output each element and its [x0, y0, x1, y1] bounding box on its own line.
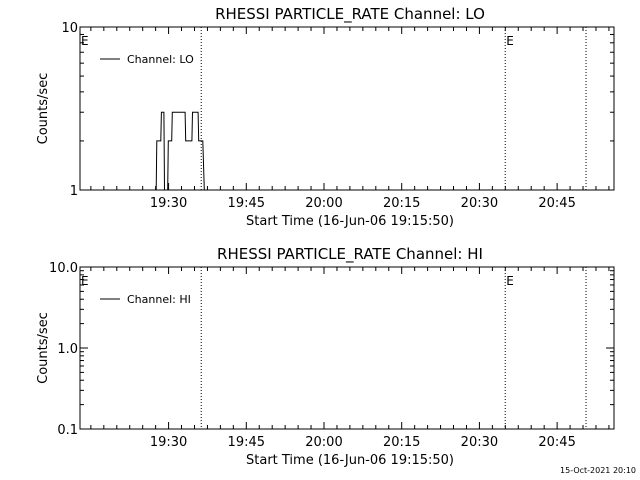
- x-axis-label: Start Time (16-Jun-06 19:15:50): [246, 214, 454, 229]
- x-tick-label: 20:45: [538, 435, 575, 450]
- chart-title: RHESSI PARTICLE_RATE Channel: HI: [217, 245, 483, 264]
- x-tick-label: 20:15: [383, 435, 420, 450]
- y-tick-label: 0.1: [57, 423, 78, 438]
- plot-frame: [79, 26, 615, 191]
- x-axis-label: Start Time (16-Jun-06 19:15:50): [246, 453, 454, 468]
- plot-frame: [79, 266, 615, 430]
- y-tick-label: 10: [61, 21, 78, 36]
- footer-timestamp: 15-Oct-2021 20:10: [560, 466, 636, 475]
- x-tick-label: 20:45: [538, 196, 575, 211]
- x-tick-label: 19:30: [150, 196, 187, 211]
- x-tick-label: 20:30: [461, 196, 498, 211]
- legend-entry: Channel: LO: [127, 53, 194, 66]
- y-tick-label: 1: [70, 184, 78, 199]
- event-flag: E: [81, 34, 89, 48]
- event-flag: E: [506, 274, 514, 288]
- y-tick-label: 10.0: [49, 261, 78, 276]
- y-axis-label: Counts/sec: [36, 312, 51, 384]
- x-tick-label: 20:15: [383, 196, 420, 211]
- x-tick-label: 19:30: [150, 435, 187, 450]
- x-tick-label: 20:00: [305, 435, 342, 450]
- x-tick-label: 20:00: [305, 196, 342, 211]
- panel-hi: RHESSI PARTICLE_RATE Channel: HI Start Ti…: [36, 245, 615, 468]
- event-flag: E: [81, 274, 89, 288]
- x-tick-label: 19:45: [228, 435, 265, 450]
- legend-entry: Channel: HI: [127, 293, 191, 306]
- event-flag: E: [506, 34, 514, 48]
- y-axis-label: Counts/sec: [36, 73, 51, 145]
- chart-title: RHESSI PARTICLE_RATE Channel: LO: [215, 5, 485, 24]
- x-tick-label: 19:45: [228, 196, 265, 211]
- panel-lo: RHESSI PARTICLE_RATE Channel: LO Start Ti…: [36, 5, 615, 229]
- y-tick-label: 1.0: [57, 342, 78, 357]
- series-line: [155, 111, 205, 191]
- x-tick-label: 20:30: [461, 435, 498, 450]
